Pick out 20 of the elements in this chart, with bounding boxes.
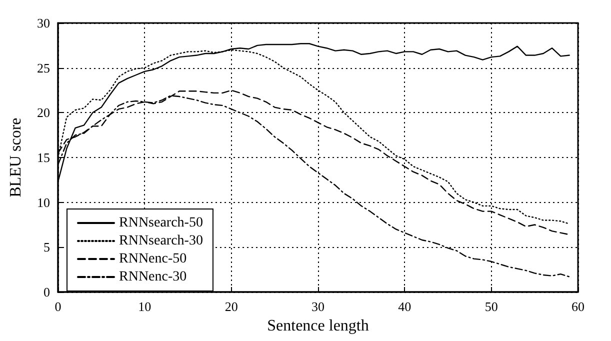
x-axis-title: Sentence length	[267, 318, 369, 334]
y-tick-label: 0	[44, 284, 50, 300]
legend-label: RNNenc-30	[119, 270, 187, 284]
y-tick-label: 25	[37, 60, 50, 76]
x-tick-label: 10	[138, 299, 152, 314]
legend-label: RNNsearch-50	[119, 216, 203, 230]
y-tick-label: 15	[37, 150, 50, 165]
y-tick-label: 30	[37, 16, 50, 30]
x-tick-label: 60	[572, 299, 584, 314]
y-tick-label: 5	[44, 240, 50, 255]
x-tick-label: 50	[484, 299, 498, 314]
y-tick-label: 10	[37, 194, 50, 210]
y-axis-title: BLEU score	[8, 118, 24, 198]
x-tick-label: 20	[224, 299, 238, 314]
x-tick-label: 40	[398, 299, 412, 314]
legend-label: RNNsearch-30	[119, 234, 203, 248]
y-tick-label: 20	[37, 105, 50, 120]
x-tick-label: 30	[312, 299, 324, 314]
x-tick-label: 0	[54, 299, 62, 314]
legend-label: RNNenc-50	[119, 252, 187, 266]
